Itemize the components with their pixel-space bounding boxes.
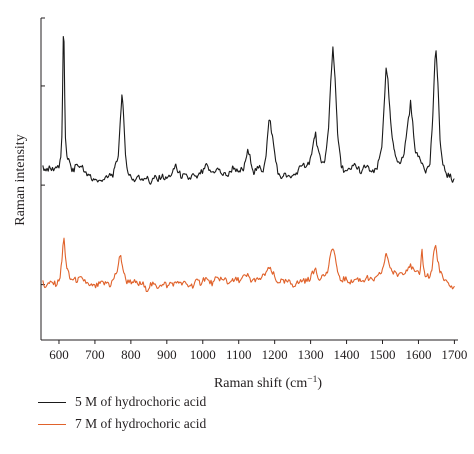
legend-item-5m: 5 M of hydrochoric acid [38,393,338,415]
x-axis-label-close: ) [317,376,322,391]
legend: 5 M of hydrochoric acid 7 M of hydrochor… [38,393,338,437]
x-tick-label-1000: 1000 [190,347,216,362]
x-axis-label: Raman shift (cm−1) [214,375,322,391]
series-layer [42,35,455,293]
x-tick-label-1700: 1700 [441,347,467,362]
y-axis-label: Raman intensity [13,134,28,225]
x-tick-label-1600: 1600 [405,347,431,362]
x-tick-label-1100: 1100 [226,347,252,362]
series-line-1 [42,237,455,293]
x-tick-label-600: 600 [49,347,69,362]
x-tick-label-900: 900 [157,347,177,362]
x-axis-label-main: Raman shift (cm [214,376,307,391]
series-line-0 [42,35,455,185]
x-tick-label-800: 800 [121,347,141,362]
x-tick-label-1400: 1400 [334,347,360,362]
legend-label-5m: 5 M of hydrochoric acid [75,394,207,409]
x-tick-label-1300: 1300 [298,347,324,362]
legend-label-7m: 7 M of hydrochoric acid [75,416,207,431]
legend-swatch-7m [38,424,66,425]
x-tick-label-1500: 1500 [370,347,396,362]
x-axis-label-sup: −1 [307,375,317,385]
x-tick-label-700: 700 [85,347,105,362]
x-tick-label-1200: 1200 [262,347,288,362]
legend-swatch-5m [38,402,66,403]
legend-item-7m: 7 M of hydrochoric acid [38,415,338,437]
axes: 600 700 800 900 1000 1100 1200 1300 1400 1500 1600… [40,17,467,362]
